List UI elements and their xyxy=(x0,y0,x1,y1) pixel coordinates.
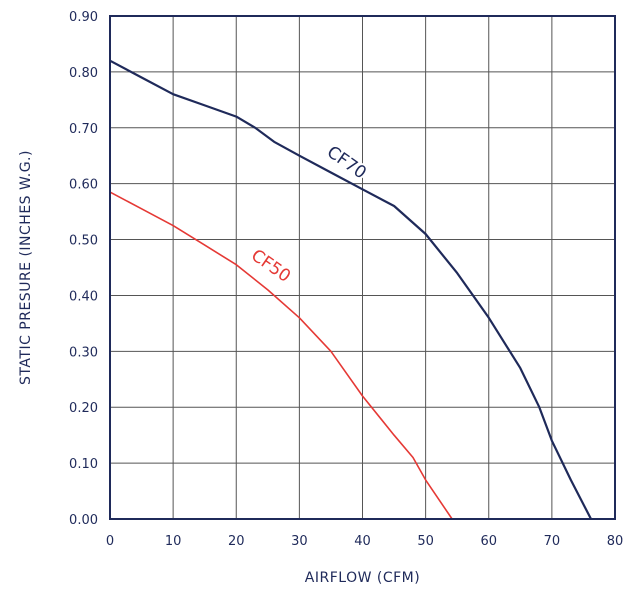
x-tick-label: 0 xyxy=(106,534,114,549)
y-tick-label: 0.40 xyxy=(69,289,98,304)
series-line-cf50 xyxy=(109,191,453,520)
y-tick-label: 0.30 xyxy=(69,345,98,360)
plot-area-frame xyxy=(109,15,616,520)
series-line-cf70 xyxy=(109,59,592,520)
y-tick-label: 0.50 xyxy=(69,234,98,249)
grid-lines xyxy=(110,16,615,519)
y-tick-label: 0.10 xyxy=(69,457,98,472)
y-tick-label: 0.70 xyxy=(69,122,98,137)
x-tick-label: 40 xyxy=(354,534,371,549)
x-tick-label: 70 xyxy=(544,534,561,549)
y-axis-title: STATIC PRESURE (INCHES W.G.) xyxy=(18,150,34,385)
x-tick-label: 60 xyxy=(480,534,497,549)
series-label-cf50: CF50 xyxy=(247,246,294,287)
y-tick-label: 0.90 xyxy=(69,10,98,25)
x-tick-label: 30 xyxy=(291,534,308,549)
x-tick-label: 80 xyxy=(607,534,624,549)
x-axis-title: AIRFLOW (CFM) xyxy=(305,570,420,586)
x-tick-label: 10 xyxy=(165,534,182,549)
x-tick-label: 20 xyxy=(228,534,245,549)
y-tick-label: 0.00 xyxy=(69,513,98,528)
x-tick-label: 50 xyxy=(417,534,434,549)
y-tick-label: 0.60 xyxy=(69,178,98,193)
tick-labels: 0 10 20 30 40 50 60 70 80 0.00 0.10 0.20 0.30 0.40 0.5… xyxy=(69,10,623,549)
series-lines xyxy=(109,59,592,520)
y-tick-label: 0.20 xyxy=(69,401,98,416)
y-tick-label: 0.80 xyxy=(69,66,98,81)
